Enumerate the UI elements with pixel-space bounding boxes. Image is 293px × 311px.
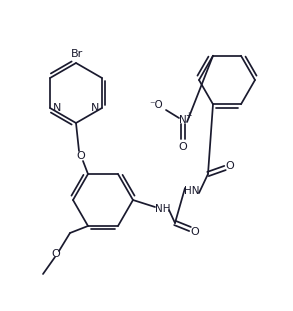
Text: N: N: [53, 103, 61, 113]
Text: ⁻O: ⁻O: [149, 100, 163, 110]
Text: NH: NH: [155, 204, 171, 214]
Text: +: +: [185, 112, 191, 120]
Text: O: O: [52, 249, 60, 259]
Text: N: N: [179, 115, 187, 125]
Text: N: N: [91, 103, 99, 113]
Text: O: O: [226, 161, 234, 171]
Text: O: O: [77, 151, 85, 161]
Text: Br: Br: [71, 49, 83, 59]
Text: O: O: [191, 227, 199, 237]
Text: O: O: [179, 142, 188, 152]
Text: HN: HN: [184, 186, 200, 196]
